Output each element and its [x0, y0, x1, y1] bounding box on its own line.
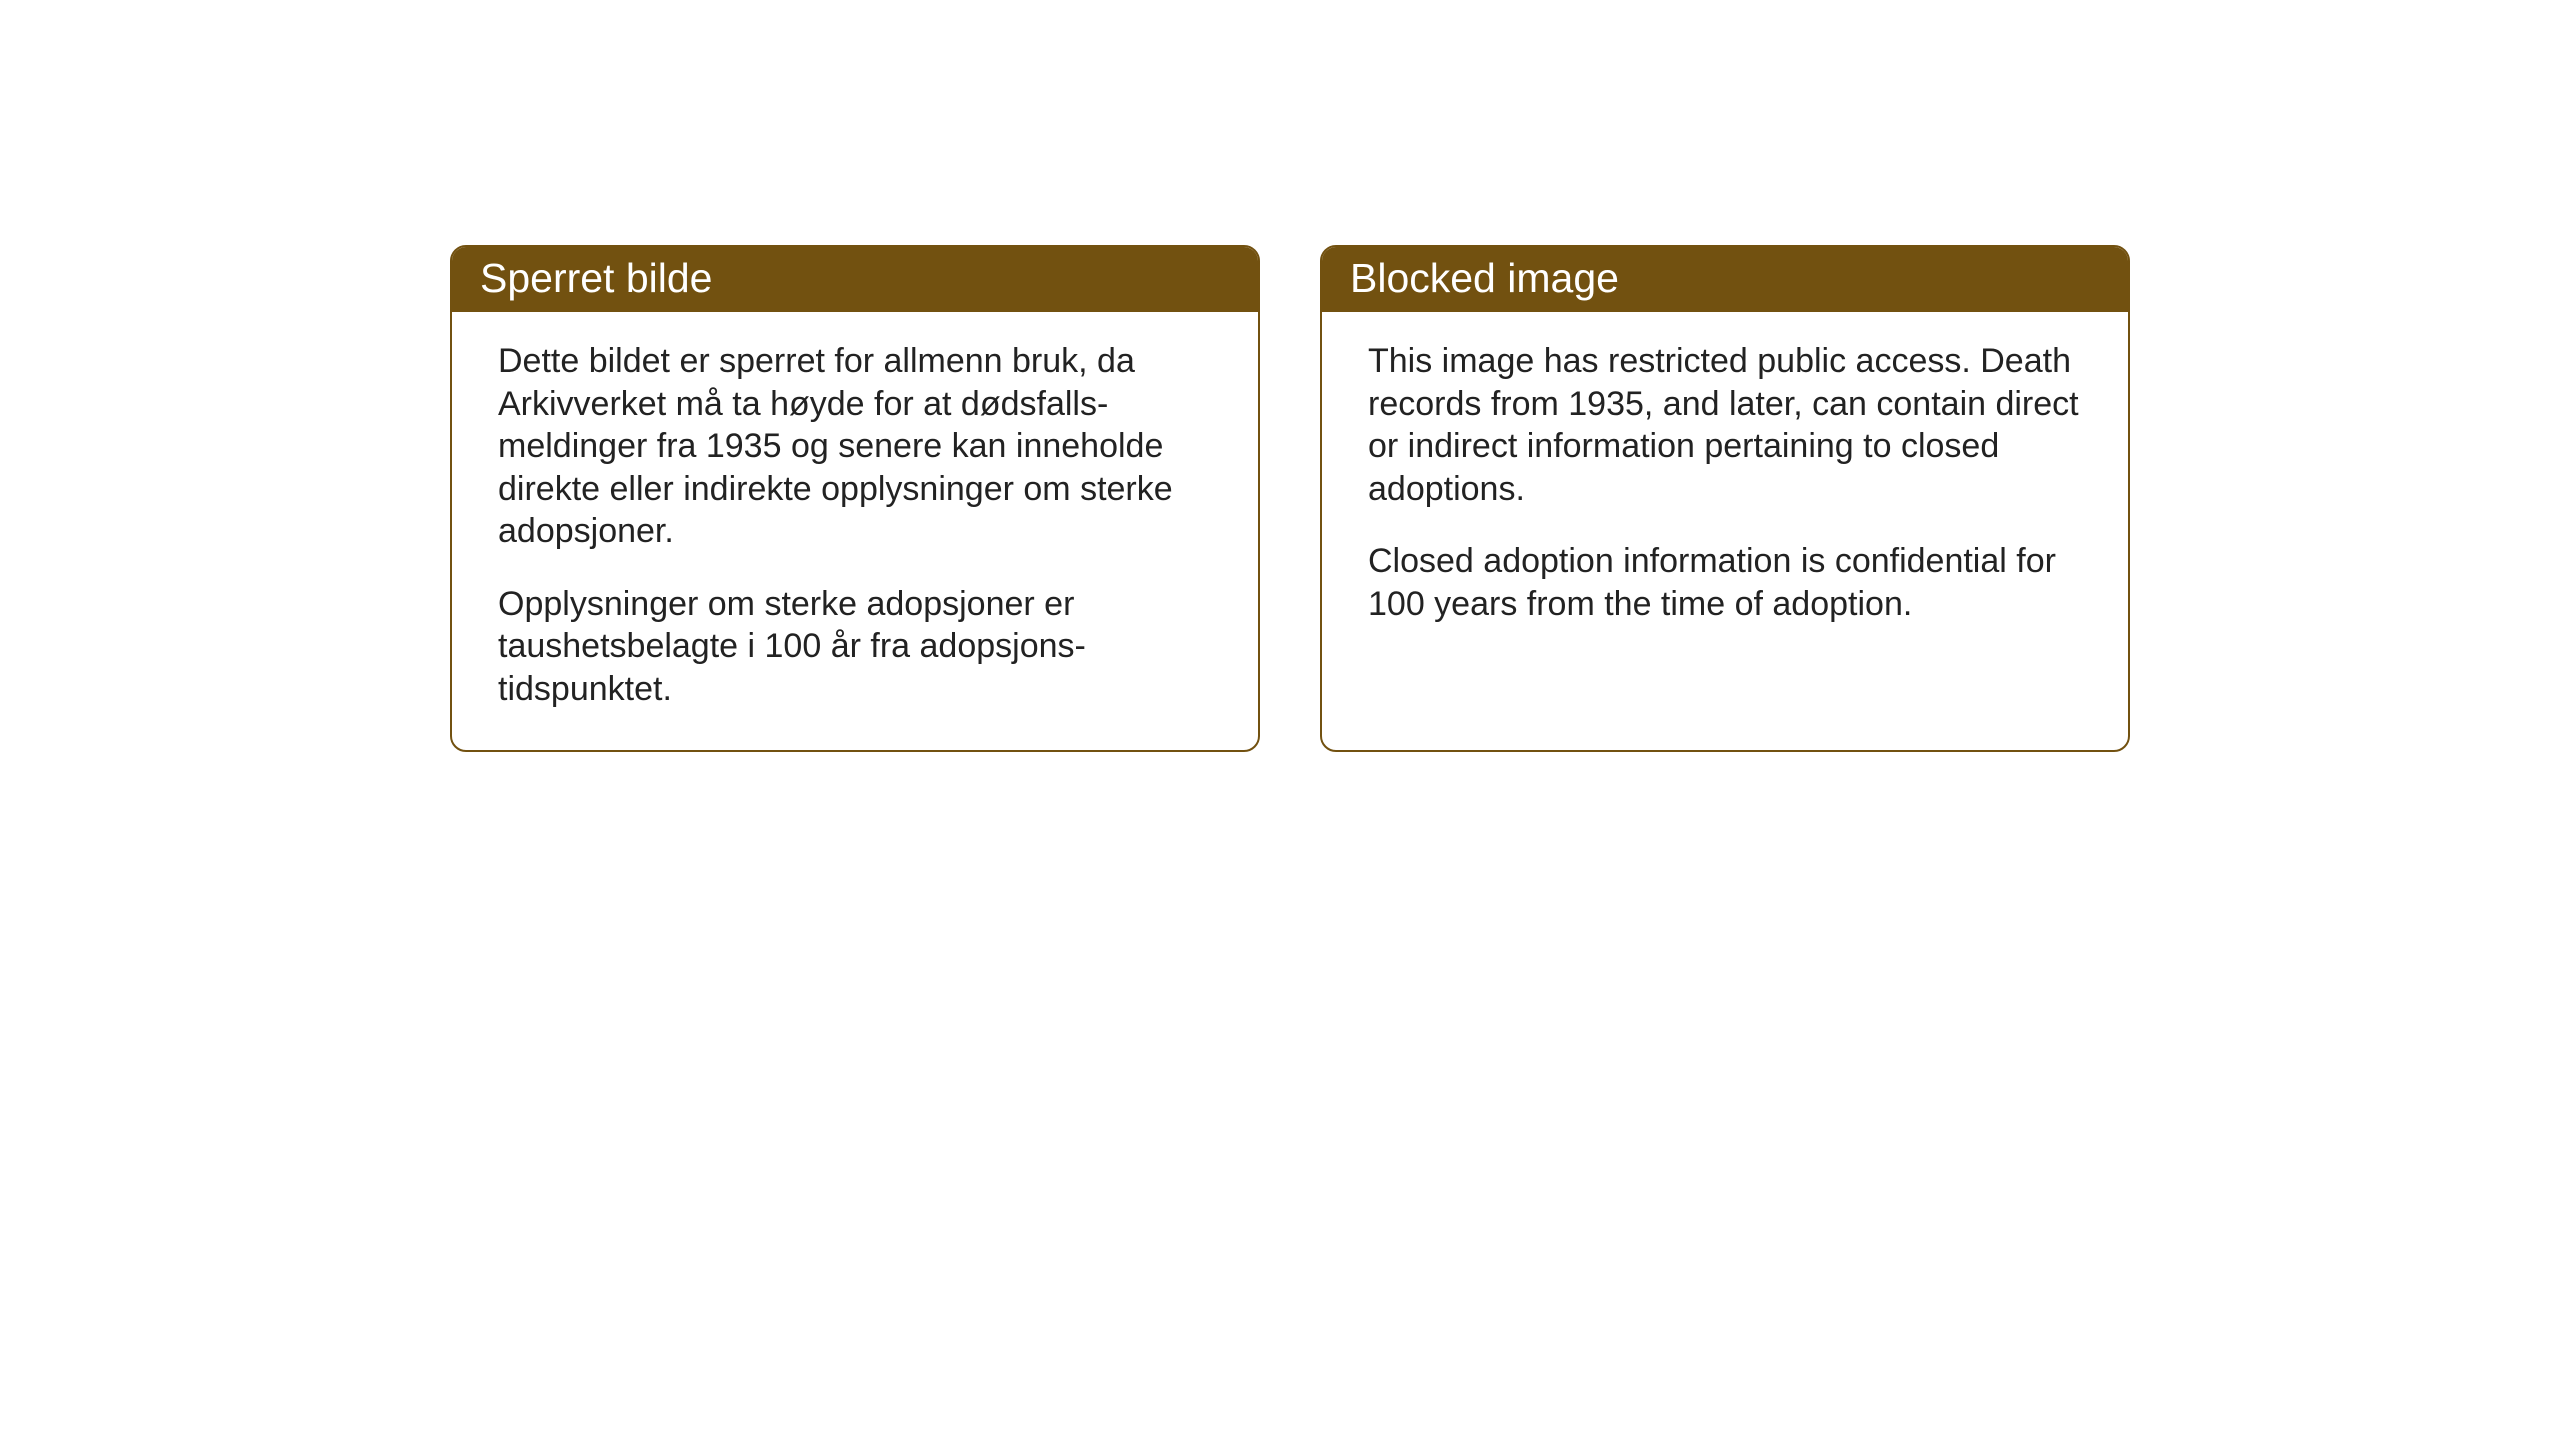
- card-header-english: Blocked image: [1322, 247, 2128, 312]
- card-body-english: This image has restricted public access.…: [1322, 312, 2128, 665]
- card-title-norwegian: Sperret bilde: [480, 255, 712, 301]
- card-paragraph-2-norwegian: Opplysninger om sterke adopsjoner er tau…: [498, 583, 1212, 711]
- card-paragraph-1-english: This image has restricted public access.…: [1368, 340, 2082, 510]
- card-paragraph-1-norwegian: Dette bildet er sperret for allmenn bruk…: [498, 340, 1212, 553]
- card-body-norwegian: Dette bildet er sperret for allmenn bruk…: [452, 312, 1258, 750]
- card-header-norwegian: Sperret bilde: [452, 247, 1258, 312]
- card-title-english: Blocked image: [1350, 255, 1619, 301]
- card-paragraph-2-english: Closed adoption information is confident…: [1368, 540, 2082, 625]
- cards-container: Sperret bilde Dette bildet er sperret fo…: [450, 245, 2130, 752]
- card-english: Blocked image This image has restricted …: [1320, 245, 2130, 752]
- card-norwegian: Sperret bilde Dette bildet er sperret fo…: [450, 245, 1260, 752]
